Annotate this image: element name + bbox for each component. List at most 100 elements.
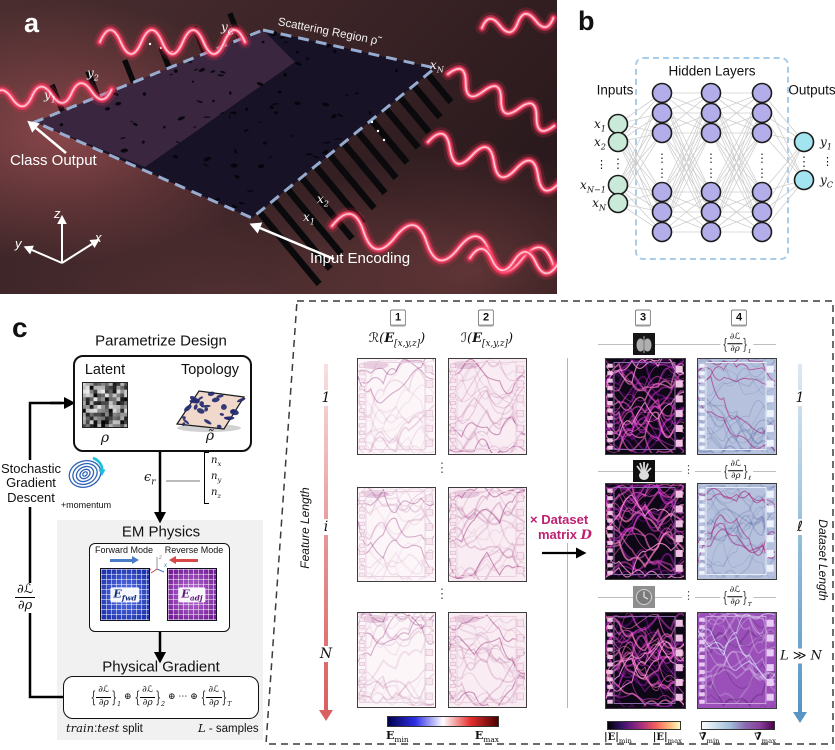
field-heatmap-dk [605, 358, 686, 455]
topology-label: Topology [180, 362, 240, 378]
hidden-node [751, 201, 773, 223]
permittivity-label: ϵr [142, 470, 158, 488]
latent-label: Latent [84, 362, 126, 378]
light-wave [421, 127, 557, 198]
sample-thumbnail-hand [633, 460, 655, 482]
gradient-colorbar-min: ∇̄min [699, 732, 720, 745]
input-waveguide-bar [256, 209, 322, 287]
column-badge-4: 4 [730, 309, 748, 327]
dataset-matrix-label: × Dataset matrix D [528, 512, 594, 544]
output-label-yc: yC [820, 173, 834, 190]
physical-gradient-box: {∂ℒ ∂ρ}1 ⊕ {∂ℒ ∂ρ}2 ⊕ ⋯ ⊕ {∂ℒ ∂ρ}T [63, 676, 259, 719]
feature-axis-line [324, 364, 328, 710]
hidden-node [651, 221, 673, 243]
dataset-tick-lgg: L ≫ N [778, 648, 824, 664]
reverse-arrowhead [169, 556, 176, 564]
sgd-label: Stochastic Gradient Descent [0, 460, 62, 507]
dataset-axis-arrowhead [792, 712, 807, 723]
feature-axis-label: Feature Length [298, 487, 312, 569]
panel-a-label: a [24, 8, 40, 38]
mini-axes-icon: zyx [147, 555, 167, 574]
imag-field-header: ℐ(E[x,y,z]) [460, 331, 514, 349]
input-node [607, 192, 629, 214]
port-label-yc: yC [221, 20, 235, 37]
latent-symbol: ρ [100, 430, 110, 446]
hidden-node [700, 82, 722, 104]
hidden-node [700, 201, 722, 223]
gradient-concat-formula: {∂ℒ ∂ρ}1 ⊕ {∂ℒ ∂ρ}2 ⊕ ⋯ ⊕ {∂ℒ ∂ρ}T [90, 685, 232, 709]
efwd-label: Efwd [110, 586, 140, 603]
column-badge-1: 1 [389, 309, 407, 327]
port-label-y1: y1 [44, 88, 56, 105]
light-wave [93, 23, 252, 61]
light-wave [463, 242, 557, 280]
axis-z-label: z [54, 206, 61, 221]
gradient-colorbar-max: ∇̄max [754, 732, 776, 745]
hidden-node [651, 181, 673, 203]
gradient-colorbar [701, 721, 775, 730]
forward-mode-label: Forward Mode [94, 545, 154, 555]
momentum-spiral-icon [68, 456, 106, 488]
network-graph: ⋮ ⋮⋮⋮⋮⋮⋮⋮ [607, 82, 815, 243]
loss-gradient-label: ∂ℒ ∂ρ [13, 583, 38, 613]
field-heatmap-l2 [448, 358, 527, 455]
feature-tick-i: i [321, 519, 331, 535]
eadj-label: Eadj [178, 586, 206, 603]
input-waveguide-bar [411, 83, 443, 120]
row-vdots-a: ⋮ [435, 460, 449, 475]
hidden-node [700, 181, 722, 203]
light-wave [475, 7, 557, 39]
dataset-tick-l: ℓ [795, 519, 805, 535]
field-heatmap-pu [697, 612, 777, 709]
hidden-node [700, 221, 722, 243]
sample-gradient-label: {∂ℒ ∂ρ}T [720, 585, 754, 608]
index-vector: nx ny nz [204, 452, 835, 504]
axis-x-label: x [95, 230, 102, 245]
field-colorbar-max: Emax [474, 729, 499, 745]
hidden-node [751, 122, 773, 144]
light-wave [441, 62, 557, 138]
scattering-plate [35, 30, 435, 218]
feature-axis-arrowhead [318, 710, 333, 721]
svg-text:x: x [163, 563, 167, 569]
hidden-layers-label: Hidden Layers [668, 63, 756, 79]
input-waveguide-bar [284, 186, 344, 256]
field-heatmap-bl [697, 358, 777, 455]
hidden-node [651, 122, 673, 144]
svg-text:⋮: ⋮ [756, 151, 768, 165]
input-waveguide-bar [383, 106, 421, 150]
svg-text:⋮: ⋮ [705, 151, 717, 165]
panel-a-scene [0, 7, 557, 287]
dataset-axis-line [798, 364, 802, 712]
em-physics-title: EM Physics [121, 523, 201, 541]
panel-a-render: a Scattering Region ρ̃ Class Output Inpu… [0, 0, 557, 294]
dataset-tick-1: 1 [793, 390, 807, 406]
input-waveguide-bar [397, 94, 432, 135]
intensity-colorbar-min: |E|min [604, 732, 632, 745]
axis-y-label: y [15, 236, 22, 251]
field-heatmap-l2 [448, 612, 527, 708]
light-wave [0, 76, 119, 113]
forward-arrow [110, 559, 132, 562]
port-label-x2: x2 [317, 192, 329, 209]
parametrize-design-title: Parametrize Design [95, 332, 227, 350]
hidden-node [700, 102, 722, 124]
panel-b-label: b [578, 6, 595, 36]
field-heatmap-dk [605, 612, 686, 709]
topology-image [175, 390, 246, 432]
input-label-xn1: xN−1 [580, 178, 606, 195]
field-heatmap-l1 [357, 612, 436, 708]
hidden-node [751, 181, 773, 203]
input-waveguide-bar [341, 140, 388, 196]
row-vdots-b: ⋮ [435, 586, 449, 601]
reverse-arrow [176, 559, 198, 562]
svg-text:⋮: ⋮ [705, 166, 717, 180]
input-waveguide-bar [326, 152, 377, 211]
input-label-xn: xN [592, 196, 606, 213]
column-badge-2: 2 [477, 309, 495, 327]
latent-noise-image [82, 382, 128, 428]
train-test-split-label: train:test split [66, 721, 143, 735]
adjoint-field-image: Eadj [167, 568, 217, 621]
input-encoding-label: Input Encoding [310, 250, 411, 267]
output-label-y1: y1 [820, 135, 832, 152]
